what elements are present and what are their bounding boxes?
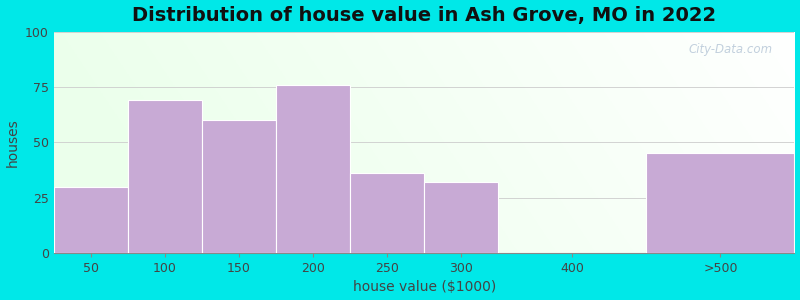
Bar: [54, 187, 128, 253]
Bar: [202, 120, 276, 253]
X-axis label: house value ($1000): house value ($1000): [353, 280, 496, 294]
Text: City-Data.com: City-Data.com: [688, 43, 772, 56]
Bar: [646, 153, 794, 253]
Title: Distribution of house value in Ash Grove, MO in 2022: Distribution of house value in Ash Grove…: [132, 6, 716, 25]
Bar: [128, 100, 202, 253]
Y-axis label: houses: houses: [6, 118, 19, 166]
Bar: [276, 85, 350, 253]
Bar: [424, 182, 498, 253]
Bar: [350, 173, 424, 253]
